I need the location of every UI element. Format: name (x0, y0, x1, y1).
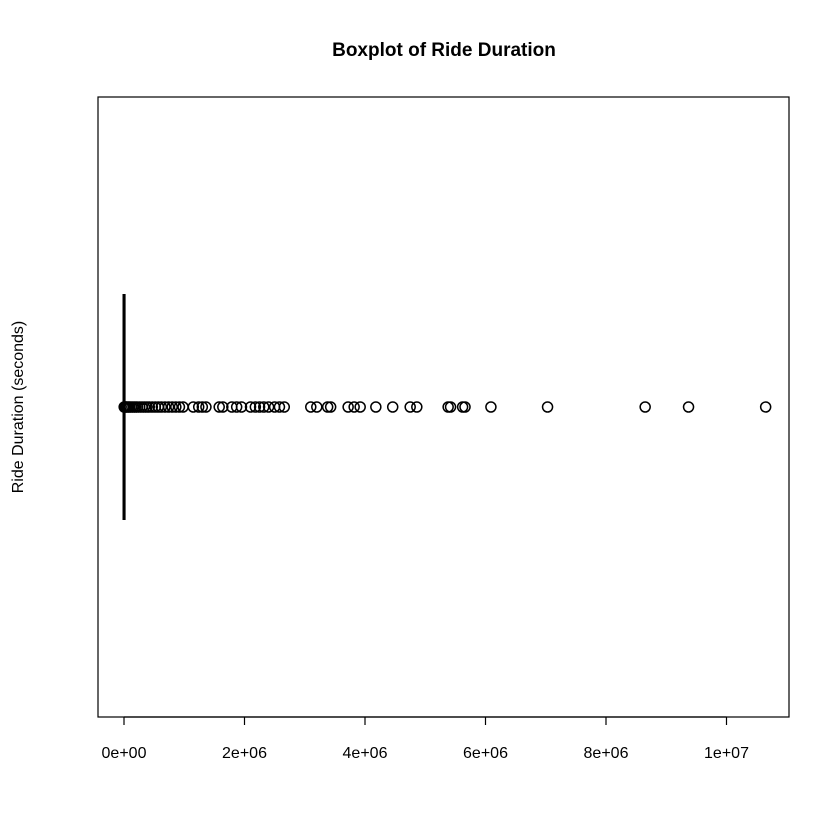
outlier-point (386, 401, 399, 413)
outlier-point (348, 401, 360, 413)
outlier-point (217, 401, 229, 413)
outlier-point (459, 401, 471, 413)
x-tick-label: 0e+00 (102, 745, 147, 762)
outlier-point (192, 401, 205, 413)
outlier-point (370, 401, 382, 413)
y-axis-label: Ride Duration (seconds) (10, 321, 27, 494)
outlier-point (146, 401, 159, 413)
outlier-point (213, 401, 225, 413)
x-tick-label: 6e+06 (463, 745, 508, 762)
x-tick-label: 8e+06 (584, 745, 629, 762)
outlier-point (354, 401, 366, 413)
outlier-point (541, 401, 554, 413)
outlier-point (411, 401, 423, 413)
outlier-point (187, 401, 200, 413)
x-tick-label: 1e+07 (704, 745, 749, 762)
outlier-point (230, 401, 243, 413)
outlier-point (324, 401, 337, 413)
outlier-point (456, 401, 469, 413)
outlier-point (759, 401, 772, 413)
outlier-point (444, 401, 457, 413)
outlier-point (404, 401, 416, 413)
outlier-point (342, 401, 354, 413)
outlier-point (155, 401, 168, 413)
outlier-point (166, 401, 178, 413)
outlier-point (143, 401, 156, 413)
outlier-point (244, 401, 257, 413)
outlier-point (162, 401, 175, 413)
outlier-point (200, 401, 212, 413)
outlier-point (442, 401, 454, 413)
outlier-point (311, 401, 323, 413)
outlier-point (159, 401, 171, 413)
outlier-point (235, 401, 248, 413)
outlier-point (170, 401, 182, 413)
outlier-point (682, 401, 695, 413)
outlier-point (173, 401, 186, 413)
outlier-point (639, 401, 651, 413)
x-axis: 0e+00 2e+06 4e+06 6e+06 8e+06 1e+07 (102, 716, 749, 762)
outlier-point (249, 401, 262, 413)
outlier-point (262, 401, 275, 413)
outlier-point (305, 401, 317, 413)
outlier-point (253, 401, 266, 413)
outlier-point (273, 401, 286, 413)
outlier-point (321, 401, 334, 413)
outlier-group (118, 401, 772, 413)
outlier-point (196, 401, 209, 413)
outlier-point (258, 401, 270, 413)
x-tick-label: 2e+06 (222, 745, 267, 762)
chart-title: Boxplot of Ride Duration (332, 40, 556, 61)
outlier-point (485, 401, 497, 413)
outlier-point (278, 401, 291, 413)
x-tick-label: 4e+06 (343, 745, 388, 762)
